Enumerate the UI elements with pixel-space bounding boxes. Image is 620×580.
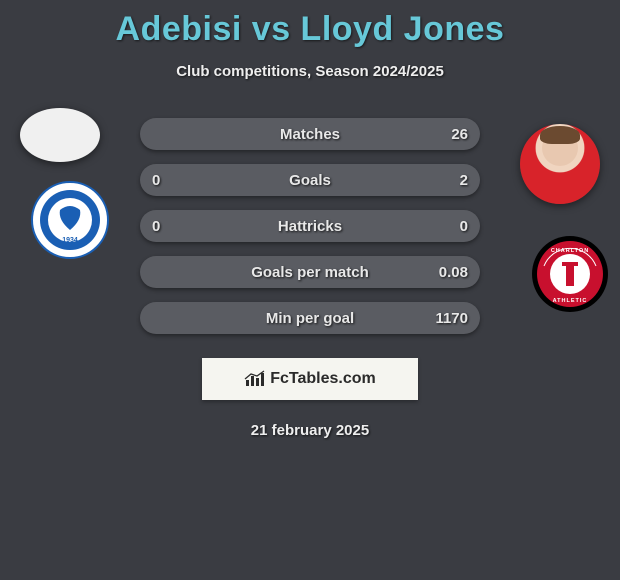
stat-row-goals: 0 Goals 2 (140, 164, 480, 196)
stat-right-value: 2 (460, 172, 468, 189)
stats-container: Matches 26 0 Goals 2 0 Hattricks 0 Goals… (0, 118, 620, 338)
subtitle: Club competitions, Season 2024/2025 (0, 63, 620, 80)
bar-chart-icon (244, 370, 266, 388)
stat-row-goals-per-match: Goals per match 0.08 (140, 256, 480, 288)
stat-label: Min per goal (266, 310, 354, 327)
stat-row-min-per-goal: Min per goal 1170 (140, 302, 480, 334)
stat-label: Goals (289, 172, 331, 189)
stat-row-hattricks: 0 Hattricks 0 (140, 210, 480, 242)
stat-label: Hattricks (278, 218, 342, 235)
stat-right-value: 0.08 (439, 264, 468, 281)
stat-row-matches: Matches 26 (140, 118, 480, 150)
stat-right-value: 0 (460, 218, 468, 235)
stat-right-value: 26 (451, 126, 468, 143)
stat-label: Matches (280, 126, 340, 143)
stat-left-value: 0 (152, 218, 160, 235)
fctables-logo: FcTables.com (202, 358, 418, 400)
stat-right-value: 1170 (435, 310, 468, 327)
stat-label: Goals per match (251, 264, 369, 281)
logo-text: FcTables.com (270, 370, 376, 388)
date: 21 february 2025 (0, 422, 620, 439)
stat-left-value: 0 (152, 172, 160, 189)
comparison-title: Adebisi vs Lloyd Jones (0, 0, 620, 49)
